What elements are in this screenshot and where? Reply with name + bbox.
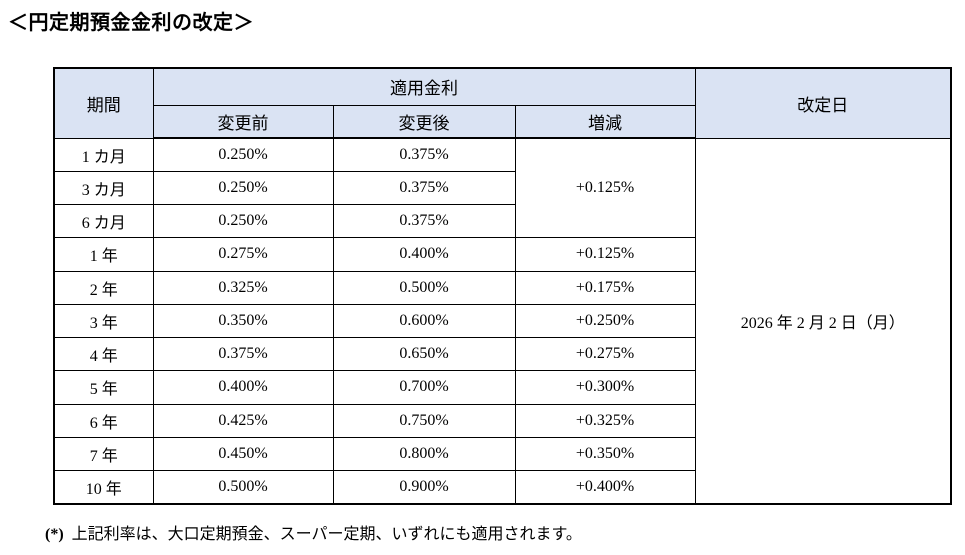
cell-period: 6 年	[53, 403, 154, 438]
cell-period: 5 年	[53, 370, 154, 405]
table-header-row-2: 変更前 変更後 増減	[54, 104, 951, 139]
cell-after: 0.400%	[332, 237, 516, 272]
cell-before: 0.275%	[152, 237, 334, 272]
cell-period: 2 年	[53, 270, 154, 305]
cell-revision-date: 2026 年 2 月 2 日（月）	[694, 137, 952, 505]
cell-period: 4 年	[53, 337, 154, 372]
header-period: 期間	[53, 67, 154, 139]
cell-change: +0.175%	[514, 270, 696, 305]
table-row: 7 年 0.450% 0.800% +0.350%	[53, 436, 951, 472]
cell-change: +0.300%	[514, 370, 696, 405]
cell-after: 0.900%	[332, 470, 516, 505]
cell-after: 0.375%	[332, 204, 516, 239]
cell-change: +0.400%	[514, 470, 696, 505]
cell-after: 0.600%	[332, 303, 516, 339]
cell-before: 0.350%	[152, 303, 334, 339]
cell-before: 0.425%	[152, 403, 334, 438]
table-row: 3 カ月 0.250% 0.375%	[53, 170, 951, 206]
cell-period: 10 年	[53, 470, 154, 505]
cell-after: 0.650%	[332, 337, 516, 372]
table-row: 1 年 0.275% 0.400% +0.125%	[53, 237, 951, 272]
table-row: 1 カ月 0.250% 0.375% +0.125% 2026 年 2 月 2 …	[53, 137, 952, 505]
header-change: 増減	[514, 104, 696, 139]
table-row: 10 年 0.500% 0.900% +0.400%	[53, 470, 951, 505]
cell-after: 0.700%	[332, 370, 516, 405]
footnote-marker: (*)	[45, 526, 64, 543]
cell-period: 3 カ月	[53, 170, 154, 206]
cell-change-merged: +0.125%	[514, 137, 696, 239]
deposit-rates-table: 期間 適用金利 改定日 変更前 変更後 増減 1 カ月 0.250% 0.375…	[53, 67, 952, 505]
cell-after: 0.750%	[332, 403, 516, 438]
cell-change: +0.250%	[514, 303, 696, 339]
cell-period: 3 年	[53, 303, 154, 339]
cell-after: 0.800%	[332, 436, 516, 472]
cell-after: 0.375%	[332, 137, 516, 172]
cell-period: 1 年	[53, 237, 154, 272]
cell-before: 0.400%	[152, 370, 334, 405]
cell-before: 0.500%	[152, 470, 334, 505]
cell-change: +0.350%	[514, 436, 696, 472]
header-applied-rate: 適用金利	[152, 67, 696, 106]
cell-change: +0.275%	[514, 337, 696, 372]
cell-period: 6 カ月	[53, 204, 154, 239]
cell-after: 0.500%	[332, 270, 516, 305]
header-revision-date: 改定日	[694, 67, 952, 139]
table-row: 2 年 0.325% 0.500% +0.175%	[53, 270, 951, 305]
cell-period: 1 カ月	[53, 137, 154, 172]
header-before: 変更前	[152, 104, 334, 139]
table-row: 3 年 0.350% 0.600% +0.250%	[53, 303, 951, 339]
cell-period: 7 年	[53, 436, 154, 472]
footnote: (*) 上記利率は、大口定期預金、スーパー定期、いずれにも適用されます。	[45, 520, 582, 544]
table-header-row-1: 期間 適用金利 改定日	[53, 67, 952, 139]
cell-before: 0.375%	[152, 337, 334, 372]
footnote-text: 上記利率は、大口定期預金、スーパー定期、いずれにも適用されます。	[71, 526, 582, 543]
cell-after: 0.375%	[332, 170, 516, 206]
cell-before: 0.250%	[152, 137, 334, 172]
cell-before: 0.250%	[152, 204, 334, 239]
cell-change: +0.325%	[514, 403, 696, 438]
table-row: 6 カ月 0.250% 0.375%	[53, 204, 951, 239]
page-title: ＜円定期預金金利の改定＞	[8, 12, 254, 34]
cell-before: 0.250%	[152, 170, 334, 206]
cell-change: +0.125%	[514, 237, 696, 272]
cell-before: 0.450%	[152, 436, 334, 472]
header-after: 変更後	[332, 104, 516, 139]
cell-before: 0.325%	[152, 270, 334, 305]
table-row: 6 年 0.425% 0.750% +0.325%	[53, 403, 951, 438]
